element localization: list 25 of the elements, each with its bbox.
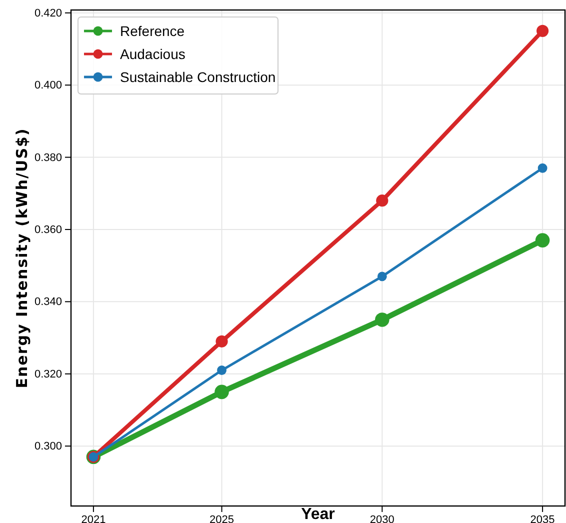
y-tick-label: 0.360	[34, 224, 62, 236]
x-tick-label: 2021	[81, 514, 106, 523]
point	[538, 163, 548, 173]
legend-label: Audacious	[120, 46, 186, 62]
y-tick-label: 0.400	[34, 80, 62, 92]
point	[214, 384, 229, 400]
x-tick-label: 2030	[370, 514, 394, 523]
y-tick-label: 0.300	[34, 440, 62, 453]
y-tick-label: 0.380	[34, 152, 62, 164]
x-axis-title: Year	[301, 506, 335, 523]
legend-label: Sustainable Construction	[120, 69, 276, 85]
x-tick-label: 2025	[210, 514, 234, 523]
y-axis-title: Energy Intensity (kWh/US$)	[13, 128, 31, 388]
legend-label: Reference	[120, 23, 185, 39]
point	[216, 335, 228, 348]
point	[376, 194, 388, 207]
point	[535, 233, 550, 248]
y-tick-label: 0.340	[34, 296, 62, 308]
x-tick-label: 2035	[530, 514, 555, 523]
point	[377, 272, 387, 282]
y-tick-label: 0.320	[34, 368, 62, 380]
point	[375, 312, 390, 327]
y-tick-label: 0.420	[34, 7, 62, 20]
point	[217, 366, 226, 375]
point	[536, 24, 549, 37]
